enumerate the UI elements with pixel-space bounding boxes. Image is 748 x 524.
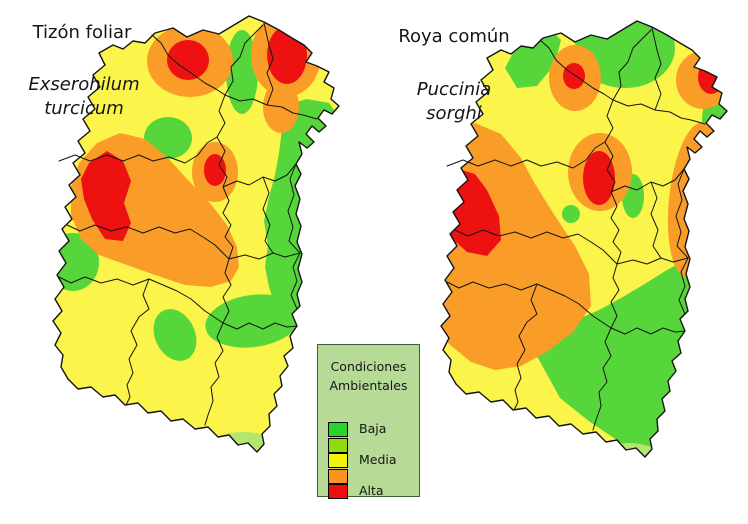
map-title-tizon-foliar: Tizón foliar [32, 22, 132, 43]
legend-swatch-low-medium-icon [328, 437, 348, 453]
species-line-2: sorghi [426, 103, 482, 124]
legend-title-line-2: Ambientales [329, 378, 408, 393]
map-title-roya-comun: Roya común [398, 26, 510, 47]
legend-title-line-1: Condiciones [330, 359, 407, 374]
legend-title: Condiciones Ambientales [318, 357, 419, 395]
species-line-2: turcicum [44, 98, 124, 119]
legend-swatch-medium-high-icon [328, 468, 348, 484]
legend: Condiciones Ambientales Baja Media Alta [317, 344, 420, 499]
legend-label-alta: Alta [359, 483, 384, 498]
map-species-roya-comun: Puccinia sorghi [384, 78, 524, 126]
legend-label-baja: Baja [359, 421, 387, 436]
legend-label-media: Media [359, 452, 397, 467]
legend-item-medium-high [318, 468, 419, 484]
legend-swatch-low-icon [328, 422, 348, 437]
species-line-1: Puccinia [416, 79, 492, 100]
map-species-tizon-foliar: Exserohilum turcicum [10, 73, 158, 121]
legend-item-alta: Alta [318, 483, 419, 499]
legend-item-low-medium [318, 437, 419, 453]
legend-item-baja: Baja [318, 421, 419, 437]
legend-swatch-medium-icon [328, 453, 348, 468]
legend-swatch-high-icon [328, 484, 348, 499]
species-line-1: Exserohilum [28, 74, 140, 95]
legend-item-media: Media [318, 452, 419, 468]
